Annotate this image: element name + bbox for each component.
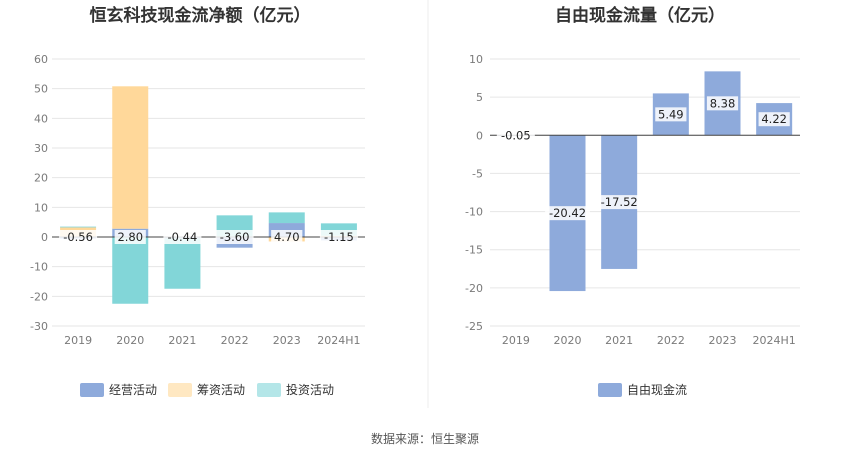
- grid: [490, 58, 800, 327]
- x-tick-label: 2022: [221, 334, 249, 347]
- bar[interactable]: [60, 226, 97, 228]
- axis-ticks: 10 5 0 -5 -10 -15 -20 -25 2019 2020 2021 2022 2023 20…: [465, 53, 796, 347]
- chart-title: 自由现金流量（亿元）: [555, 5, 725, 26]
- y-tick-label: 0: [476, 129, 483, 142]
- x-tick-label: 2024H1: [753, 334, 796, 347]
- data-labels: -0.56 2.80 -0.44 -3.60 4.70 -1.15: [59, 230, 358, 244]
- y-tick-label: 20: [34, 172, 48, 185]
- x-tick-label: 2021: [168, 334, 196, 347]
- bar[interactable]: [112, 86, 149, 229]
- data-label-background: [215, 230, 254, 244]
- data-label: -1.15: [324, 230, 354, 244]
- x-tick-label: 2024H1: [317, 334, 360, 347]
- legend-swatch[interactable]: [598, 383, 622, 397]
- data-label: 5.49: [658, 107, 684, 121]
- legend-swatch[interactable]: [257, 383, 281, 397]
- data-label: -0.56: [63, 230, 93, 244]
- data-label-background: [163, 230, 202, 244]
- x-tick-label: 2020: [554, 334, 582, 347]
- chart-title: 恒玄科技现金流净额（亿元）: [90, 5, 311, 26]
- bar[interactable]: [112, 237, 149, 304]
- y-tick-label: -30: [30, 320, 48, 333]
- data-label-background: [59, 230, 98, 244]
- bar[interactable]: [164, 238, 201, 289]
- grid: [52, 58, 365, 327]
- y-tick-label: -5: [472, 167, 483, 180]
- data-label-background: [545, 206, 590, 221]
- x-tick-label: 2021: [605, 334, 633, 347]
- data-label-background: [758, 112, 790, 127]
- data-label: 4.22: [761, 112, 787, 126]
- y-tick-label: -20: [465, 282, 483, 295]
- y-tick-label: 60: [34, 53, 48, 66]
- y-tick-label: 40: [34, 112, 48, 125]
- y-tick-label: -25: [465, 320, 483, 333]
- axis-ticks: 60 50 40 30 20 10 0 -10 -20 -30 2019 2020 2021 2022 20…: [30, 53, 361, 347]
- y-tick-label: 50: [34, 83, 48, 96]
- y-tick-label: -10: [465, 206, 483, 219]
- legend-label[interactable]: 自由现金流: [627, 382, 687, 397]
- data-label-background: [114, 230, 146, 244]
- data-label-background: [706, 96, 739, 111]
- data-label: 8.38: [710, 96, 736, 110]
- bar[interactable]: [268, 212, 305, 224]
- x-tick-label: 2019: [64, 334, 92, 347]
- data-label-background: [319, 230, 358, 244]
- data-label-background: [655, 107, 687, 122]
- source-note: 数据来源：恒生聚源: [371, 431, 479, 446]
- x-tick-label: 2020: [116, 334, 144, 347]
- y-tick-label: 30: [34, 142, 48, 155]
- x-tick-label: 2022: [657, 334, 685, 347]
- bars: [497, 71, 793, 292]
- y-tick-label: -15: [465, 244, 483, 257]
- data-label: 2.80: [117, 230, 143, 244]
- data-label-background: [596, 195, 642, 210]
- data-label: 4.70: [274, 230, 300, 244]
- y-tick-label: -10: [30, 261, 48, 274]
- y-tick-label: 10: [469, 53, 483, 66]
- x-tick-label: 2019: [502, 334, 530, 347]
- y-tick-label: 5: [476, 91, 483, 104]
- data-label: -20.42: [549, 206, 586, 220]
- x-tick-label: 2023: [273, 334, 301, 347]
- free-cashflow-chart: 自由现金流量（亿元） 10 5 0 -5 -10 -15 -20 -25 2019 2020 202…: [465, 5, 800, 397]
- y-tick-label: -20: [30, 290, 48, 303]
- data-label-background: [271, 230, 303, 244]
- bars: [60, 86, 357, 304]
- legend[interactable]: 自由现金流: [598, 382, 687, 397]
- x-tick-label: 2023: [709, 334, 737, 347]
- legend-swatch[interactable]: [168, 383, 192, 397]
- data-labels: -0.05 -20.42 -17.52 5.49 8.38 4.22: [496, 96, 790, 221]
- data-label-background: [496, 128, 535, 143]
- data-label: -17.52: [601, 195, 638, 209]
- cashflow-chart: 恒玄科技现金流净额（亿元） 60 50 40 30 20 10 0 -10 -20 -30 2019…: [30, 5, 365, 397]
- legend-swatch[interactable]: [80, 383, 104, 397]
- y-tick-label: 0: [41, 231, 48, 244]
- data-label: -0.05: [501, 128, 531, 142]
- data-label: -0.44: [168, 230, 198, 244]
- legend[interactable]: 经营活动 筹资活动 投资活动: [80, 382, 334, 397]
- legend-label[interactable]: 投资活动: [286, 382, 334, 397]
- y-tick-label: 10: [34, 201, 48, 214]
- legend-label[interactable]: 经营活动: [109, 383, 157, 397]
- legend-label[interactable]: 筹资活动: [197, 383, 245, 397]
- data-label: -3.60: [220, 230, 250, 244]
